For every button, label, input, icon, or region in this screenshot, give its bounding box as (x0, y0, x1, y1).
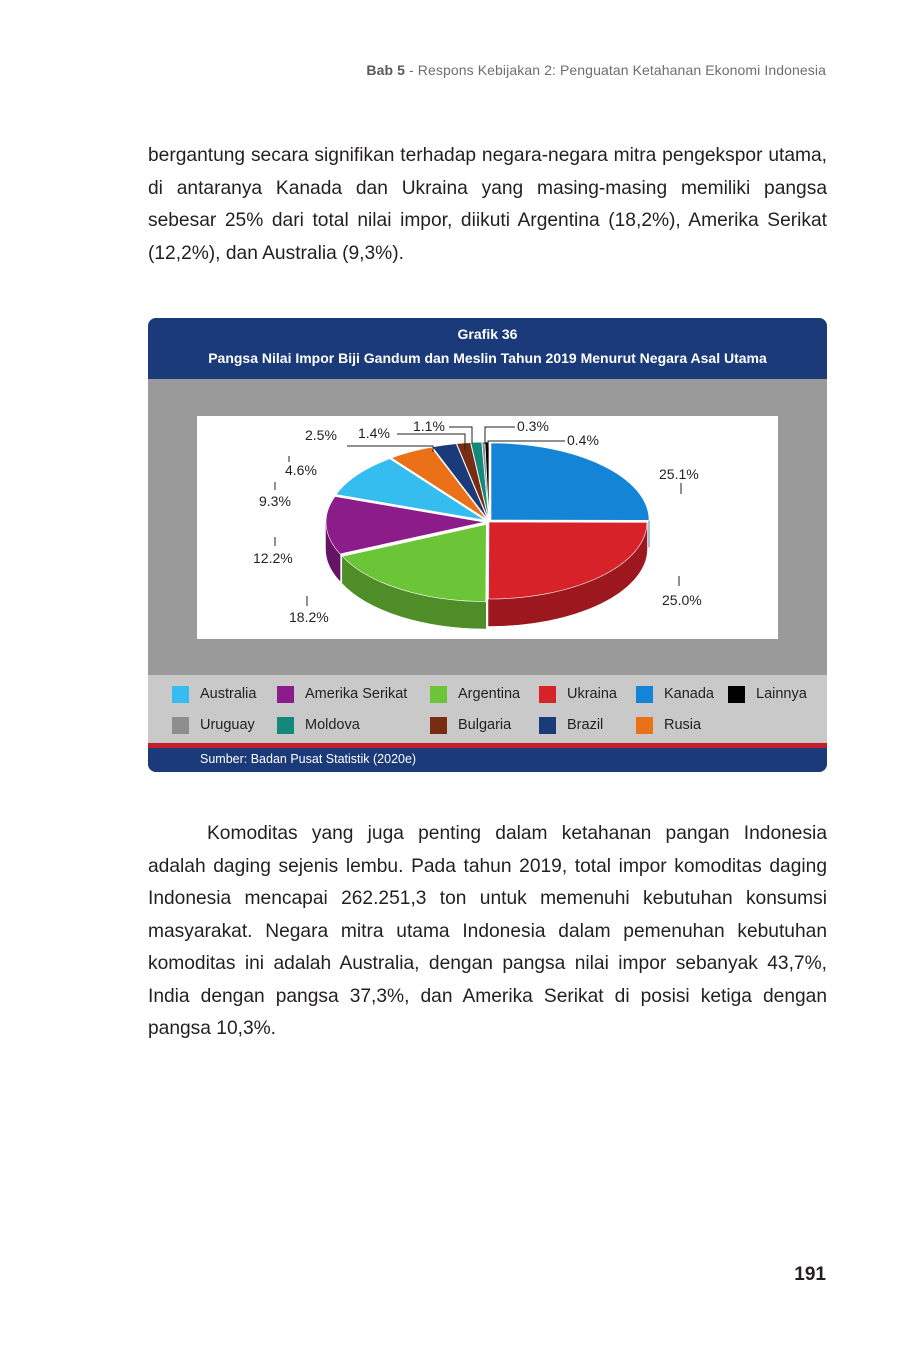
page-number: 191 (794, 1264, 826, 1285)
legend-label-bulgaria: Bulgaria (458, 717, 512, 733)
legend-swatch-argentina (430, 685, 447, 703)
figure-footer: Sumber: Badan Pusat Statistik (2020e) (148, 743, 827, 772)
legend-label-rusia: Rusia (664, 717, 702, 733)
legend-label-uruguay: Uruguay (200, 717, 255, 733)
pie-slice-rusia (390, 446, 487, 520)
data-label-bulgaria: 1.4% (358, 425, 390, 441)
pie-slice-bulgaria (456, 442, 489, 520)
data-label-lainnya: 0.4% (567, 432, 599, 448)
leader-line-moldova (449, 426, 473, 444)
pie-slice-australia (335, 458, 486, 521)
legend-item-kanada: Kanada (636, 684, 714, 704)
figure-label: Grafik 36 (457, 326, 518, 342)
legend-swatch-uruguay (172, 716, 189, 734)
legend-swatch-moldova (277, 716, 294, 734)
running-header: Bab 5 - Respons Kebijakan 2: Penguatan K… (366, 62, 826, 78)
legend-item-rusia: Rusia (636, 715, 701, 735)
legend-item-uruguay: Uruguay (172, 715, 255, 735)
legend-swatch-amerika-serikat (277, 685, 294, 703)
legend-item-australia: Australia (172, 684, 256, 704)
data-label-australia: 9.3% (259, 493, 291, 509)
chapter-title: Respons Kebijakan 2: Penguatan Ketahanan… (417, 62, 826, 78)
legend-item-bulgaria: Bulgaria (430, 715, 511, 735)
header-separator: - (405, 62, 418, 78)
figure-header: Grafik 36 Pangsa Nilai Impor Biji Gandum… (148, 318, 827, 379)
data-label-rusia: 4.6% (285, 462, 317, 478)
legend-swatch-rusia (636, 716, 653, 734)
legend-label-ukraina: Ukraina (567, 686, 617, 702)
legend-label-amerika-serikat: Amerika Serikat (305, 686, 408, 702)
figure-grafik-36: Grafik 36 Pangsa Nilai Impor Biji Gandum… (148, 318, 827, 772)
leader-line-lainnya (487, 440, 565, 447)
data-label-amerika-serikat: 12.2% (253, 550, 293, 566)
legend-item-amerika-serikat: Amerika Serikat (277, 684, 407, 704)
pie-slice-brazil (431, 443, 488, 520)
pie-slice-ukraina (488, 521, 648, 600)
legend-swatch-australia (172, 685, 189, 703)
footer-rule (148, 743, 827, 748)
legend-item-brazil: Brazil (539, 715, 603, 735)
pie-slice-kanada (490, 442, 650, 521)
chart-legend: Australia Amerika Serikat Argentina Ukraina… (148, 675, 827, 743)
leader-line-bulgaria (397, 433, 466, 450)
legend-swatch-kanada (636, 685, 653, 703)
data-label-brazil: 2.5% (305, 427, 337, 443)
data-label-moldova: 1.1% (413, 418, 445, 434)
legend-swatch-lainnya (728, 685, 745, 703)
pie-slice-argentina (341, 524, 487, 602)
body-paragraph-1: bergantung secara signifikan terhadap ne… (148, 145, 827, 264)
figure-title: Pangsa Nilai Impor Biji Gandum dan Mesli… (208, 350, 767, 366)
legend-item-argentina: Argentina (430, 684, 520, 704)
leader-line-brazil (347, 445, 434, 452)
legend-swatch-ukraina (539, 685, 556, 703)
pie-chart: 25.1% 25.0% 18.2% 12.2% 9.3% 4.6% 2.5% 1.4% 1.1%… (253, 418, 702, 629)
legend-item-moldova: Moldova (277, 715, 360, 735)
body-paragraph-2: Komoditas yang juga penting dalam ketaha… (148, 823, 827, 1039)
legend-label-brazil: Brazil (567, 717, 604, 733)
legend-label-argentina: Argentina (458, 686, 521, 702)
data-label-uruguay: 0.3% (517, 418, 549, 434)
legend-label-australia: Australia (200, 686, 257, 702)
data-label-argentina: 18.2% (289, 609, 329, 625)
legend-label-kanada: Kanada (664, 686, 714, 702)
pie-plot-area: 25.1% 25.0% 18.2% 12.2% 9.3% 4.6% 2.5% 1.4% 1.1%… (197, 416, 778, 639)
chapter-number: Bab 5 (366, 62, 406, 78)
legend-label-lainnya: Lainnya (756, 686, 807, 702)
legend-swatch-bulgaria (430, 716, 447, 734)
pie-slice-amerika-serikat (325, 496, 485, 555)
data-label-kanada: 25.1% (659, 466, 699, 482)
legend-swatch-brazil (539, 716, 556, 734)
leader-line-uruguay (484, 426, 515, 444)
legend-item-ukraina: Ukraina (539, 684, 617, 704)
figure-source: Sumber: Badan Pusat Statistik (2020e) (200, 752, 417, 766)
legend-item-lainnya: Lainnya (728, 684, 807, 704)
legend-label-moldova: Moldova (305, 717, 360, 733)
data-label-ukraina: 25.0% (662, 592, 702, 608)
